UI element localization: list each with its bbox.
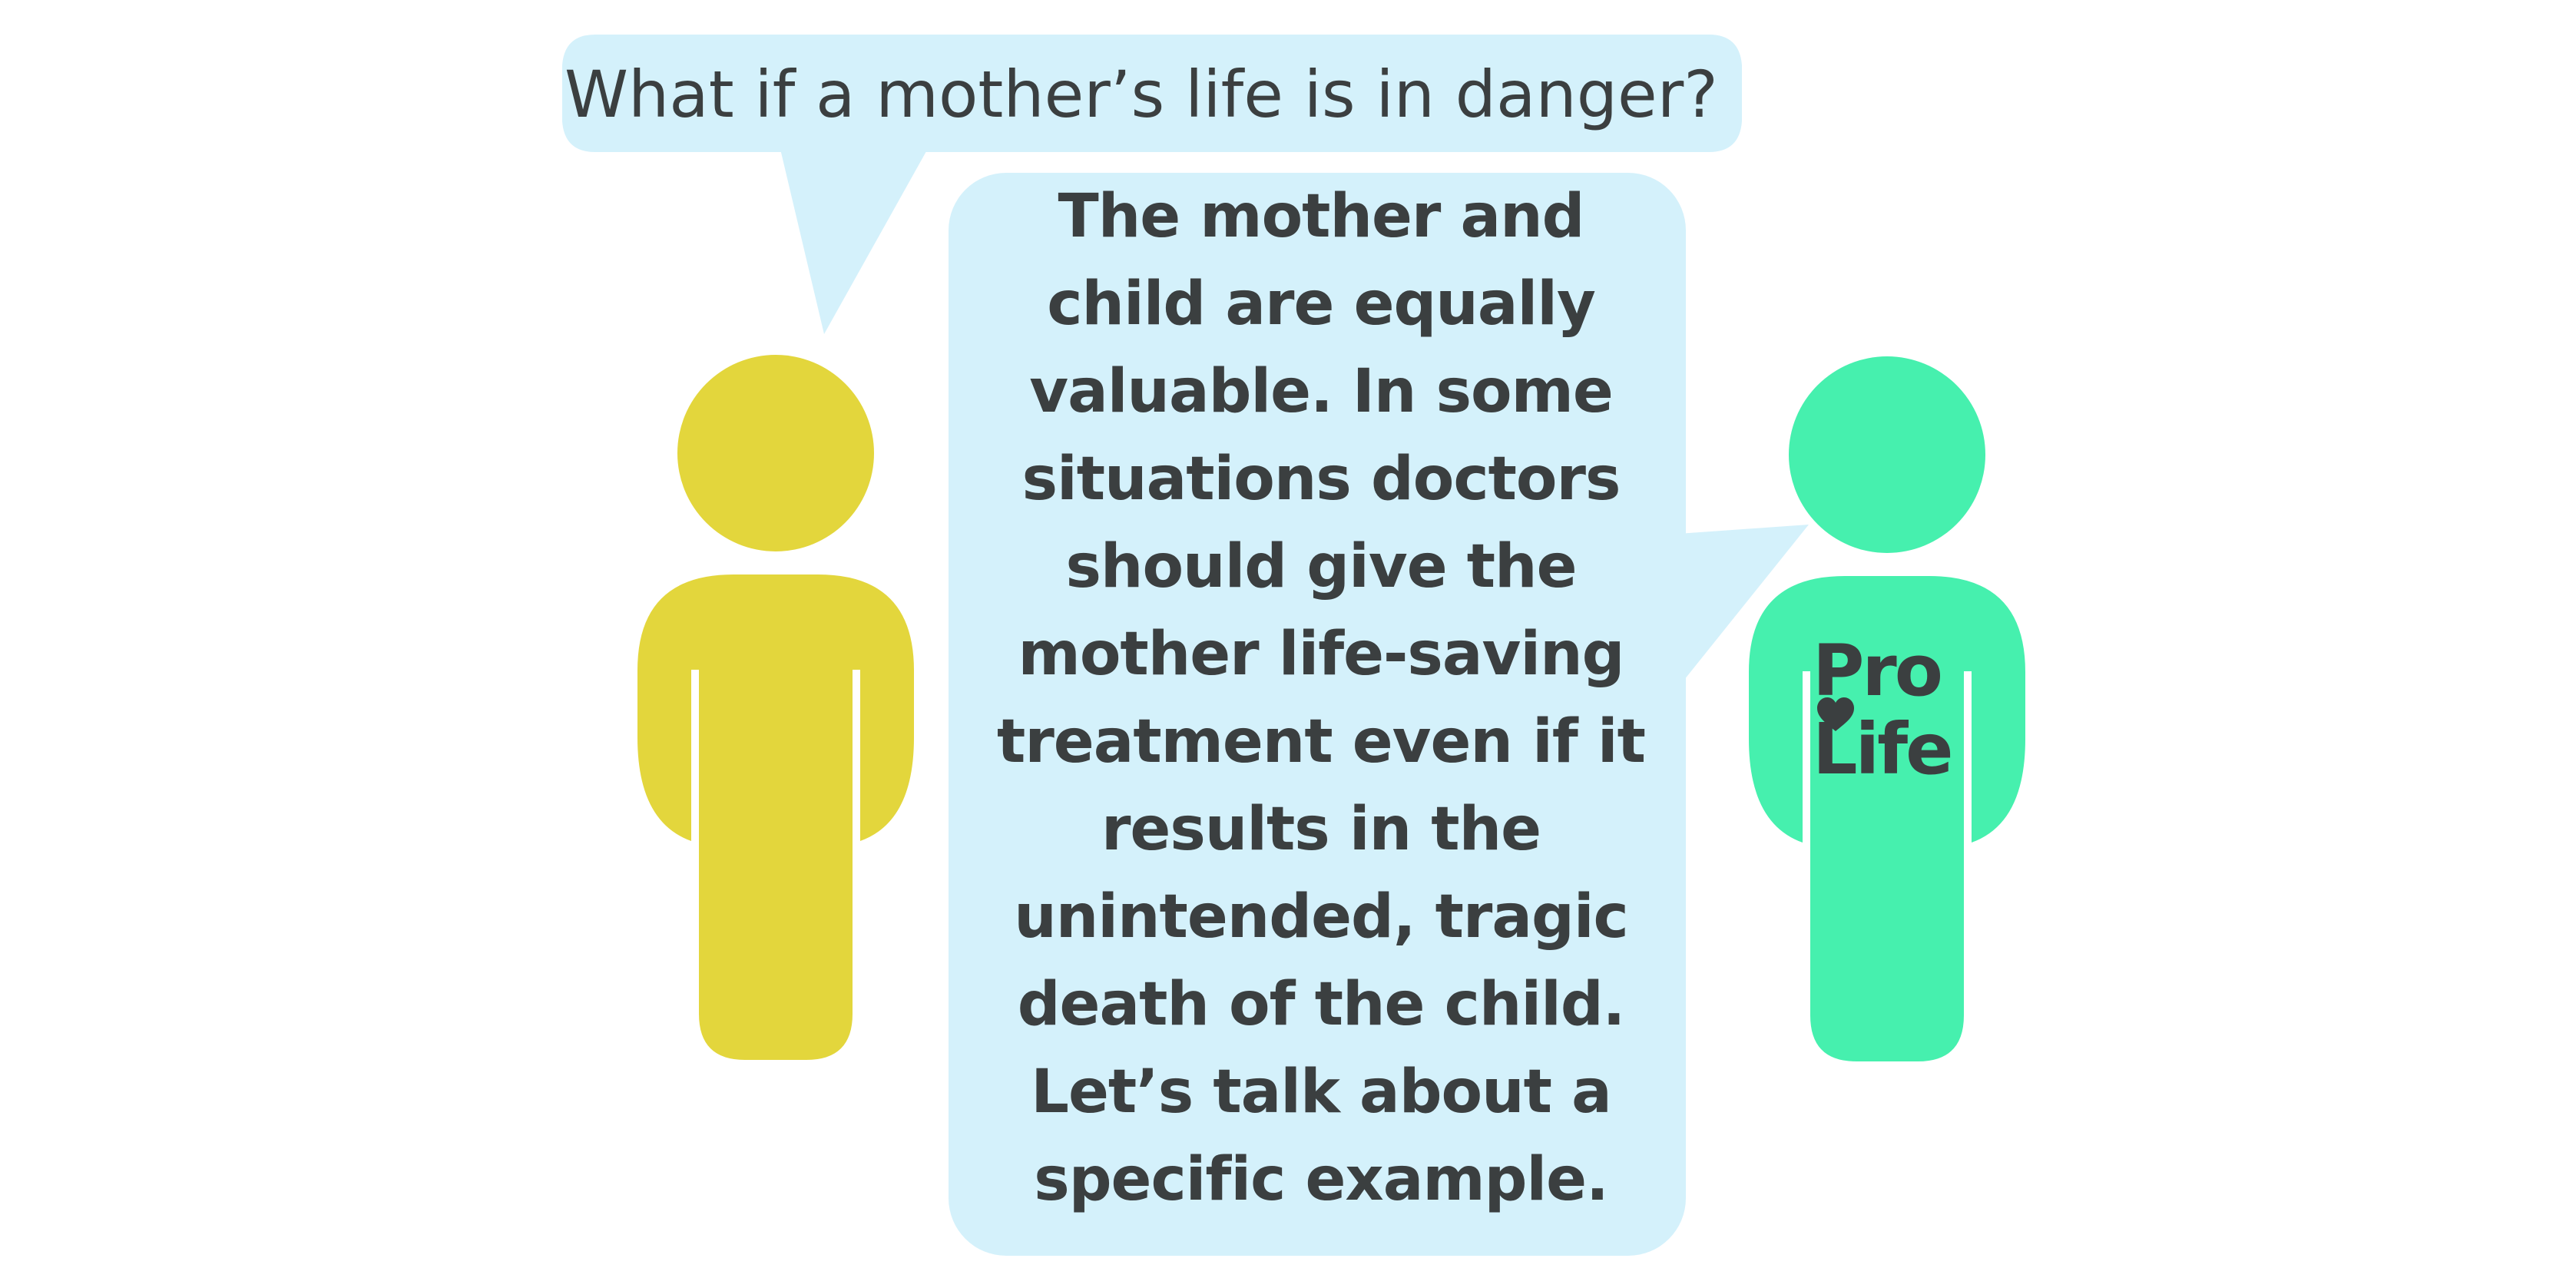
pro-life-figure xyxy=(1749,356,2025,1061)
answer-line: results in the xyxy=(1101,795,1541,864)
answer-line: unintended, tragic xyxy=(1014,882,1629,952)
answer-bubble-body xyxy=(949,173,1686,1256)
questioner-head xyxy=(677,355,874,551)
question-bubble-body xyxy=(562,35,1742,152)
answer-speech-bubble xyxy=(949,173,1809,1256)
pro-life-head xyxy=(1789,356,1985,553)
answer-text: The mother and child are equally valuabl… xyxy=(952,173,1690,1223)
questioner-figure xyxy=(637,355,914,1060)
heart-icon xyxy=(1817,697,1854,731)
answer-bubble-tail xyxy=(1678,525,1809,687)
answer-line: death of the child. xyxy=(1017,970,1626,1039)
answer-line: specific example. xyxy=(1034,1145,1608,1214)
answer-line: should give the xyxy=(1065,532,1578,601)
pro-life-body xyxy=(1749,576,2025,1061)
questioner-body xyxy=(637,574,914,1060)
question-text: What if a mother’s life is in danger? xyxy=(565,57,1718,132)
question-speech-bubble xyxy=(562,35,1742,334)
answer-line: child are equally xyxy=(1047,270,1596,339)
answer-line: treatment even if it xyxy=(997,707,1646,776)
answer-line: The mother and xyxy=(1058,182,1585,251)
answer-line: valuable. In some xyxy=(1029,357,1614,426)
answer-line: mother life-saving xyxy=(1018,620,1625,689)
answer-line: Let’s talk about a xyxy=(1031,1058,1611,1127)
pro-life-shirt-line-2: Life xyxy=(1813,708,1954,790)
pro-life-shirt-line-1: Pro xyxy=(1813,630,1943,712)
answer-line: situations doctors xyxy=(1021,445,1621,514)
question-bubble-tail xyxy=(780,146,929,334)
